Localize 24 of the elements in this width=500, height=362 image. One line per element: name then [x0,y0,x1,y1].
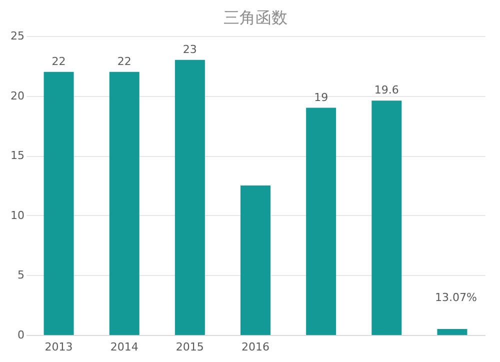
y-tick-label: 25 [10,30,24,42]
bar [44,72,74,335]
chart-title: 三角函数 [224,8,288,27]
bar [437,329,468,335]
data-label: 22 [117,54,132,68]
bar [240,186,270,335]
annotation: 13.07% [435,291,477,304]
x-tick-label: 2016 [242,340,270,354]
data-label: 19 [314,90,328,104]
x-tick-label: 2013 [44,340,73,354]
bar [174,60,205,335]
y-tick-label: 0 [18,328,24,342]
bar [306,108,336,335]
data-label: 23 [182,42,197,56]
y-tick-label: 5 [18,268,24,282]
y-tick-label: 10 [10,208,24,222]
data-label: 22 [52,54,66,68]
bar [372,100,402,335]
x-tick-label: 2015 [176,340,204,354]
y-tick-label: 20 [10,89,24,102]
bar [109,72,140,335]
x-tick-label: 2014 [110,340,138,354]
y-tick-label: 15 [10,149,24,162]
data-label: 19.6 [374,84,399,97]
